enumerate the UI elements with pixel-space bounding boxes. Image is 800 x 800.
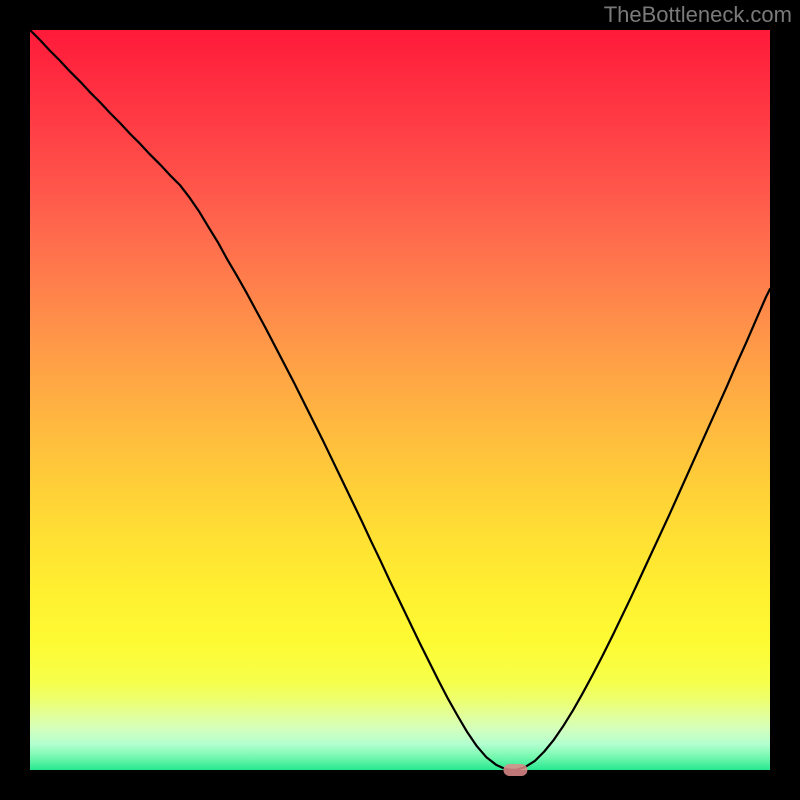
- bottleneck-chart: [0, 0, 800, 800]
- chart-stage: TheBottleneck.com: [0, 0, 800, 800]
- optimal-marker: [503, 764, 527, 776]
- plot-background-gradient: [30, 30, 770, 770]
- watermark-text: TheBottleneck.com: [604, 2, 792, 28]
